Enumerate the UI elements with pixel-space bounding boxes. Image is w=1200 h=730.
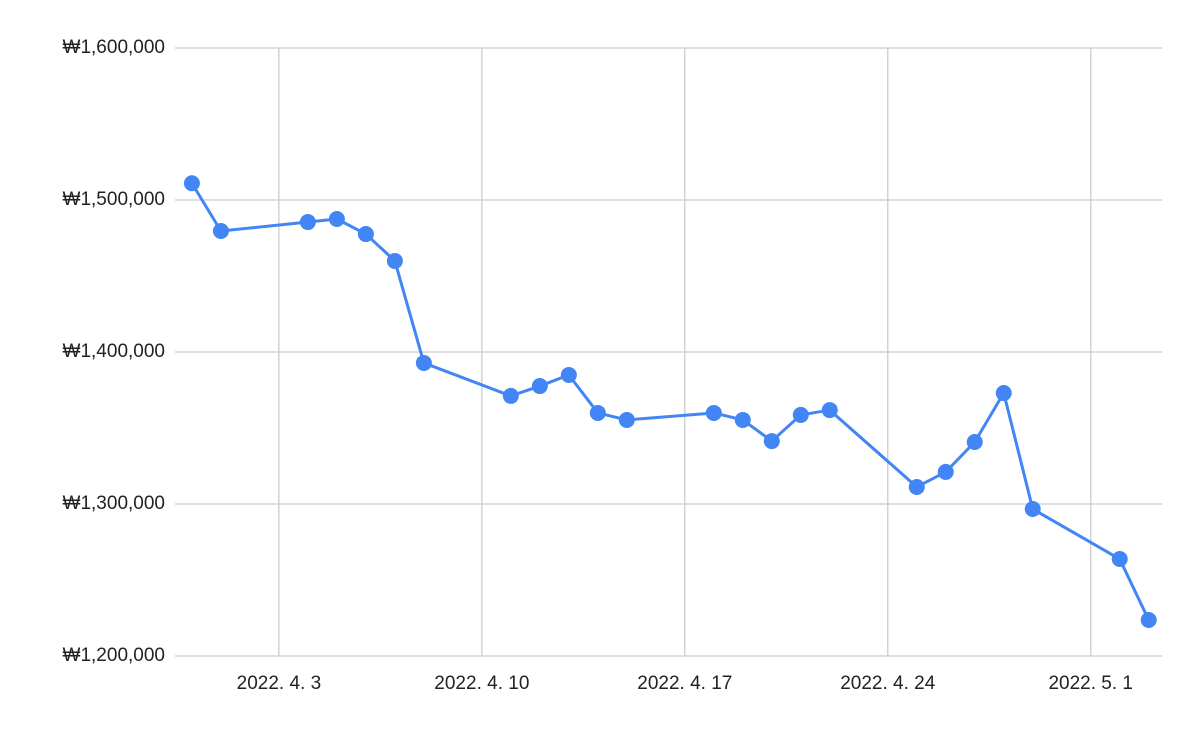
data-point bbox=[995, 385, 1012, 402]
data-point bbox=[937, 463, 954, 480]
data-line bbox=[190, 182, 1151, 621]
data-point bbox=[966, 433, 983, 450]
x-tick-label: 2022. 4. 17 bbox=[637, 673, 732, 694]
data-point bbox=[1024, 501, 1041, 518]
data-point bbox=[792, 406, 809, 423]
x-tick-label: 2022. 4. 10 bbox=[434, 673, 529, 694]
x-tick-label: 2022. 4. 3 bbox=[237, 673, 322, 694]
data-point bbox=[821, 402, 838, 419]
y-tick-label: ₩1,400,000 bbox=[63, 341, 165, 362]
data-point bbox=[763, 433, 780, 450]
data-point bbox=[357, 226, 374, 243]
data-point bbox=[560, 366, 577, 383]
data-point bbox=[299, 214, 316, 231]
data-point bbox=[531, 378, 548, 395]
x-tick-label: 2022. 5. 1 bbox=[1048, 673, 1133, 694]
data-point bbox=[386, 252, 403, 269]
data-point bbox=[1111, 551, 1128, 568]
data-point bbox=[502, 387, 519, 404]
data-point bbox=[212, 223, 229, 240]
data-point bbox=[1140, 611, 1157, 628]
data-point bbox=[705, 404, 722, 421]
data-point bbox=[734, 411, 751, 428]
y-tick-label: ₩1,600,000 bbox=[63, 37, 165, 58]
data-point bbox=[415, 354, 432, 371]
y-tick-label: ₩1,200,000 bbox=[63, 645, 165, 666]
data-point bbox=[183, 175, 200, 192]
data-point bbox=[328, 211, 345, 227]
y-tick-label: ₩1,300,000 bbox=[63, 493, 165, 514]
x-tick-label: 2022. 4. 24 bbox=[840, 673, 936, 694]
data-point bbox=[618, 411, 635, 428]
y-tick-label: ₩1,500,000 bbox=[63, 189, 165, 210]
data-point bbox=[589, 404, 606, 421]
data-point bbox=[908, 478, 925, 495]
